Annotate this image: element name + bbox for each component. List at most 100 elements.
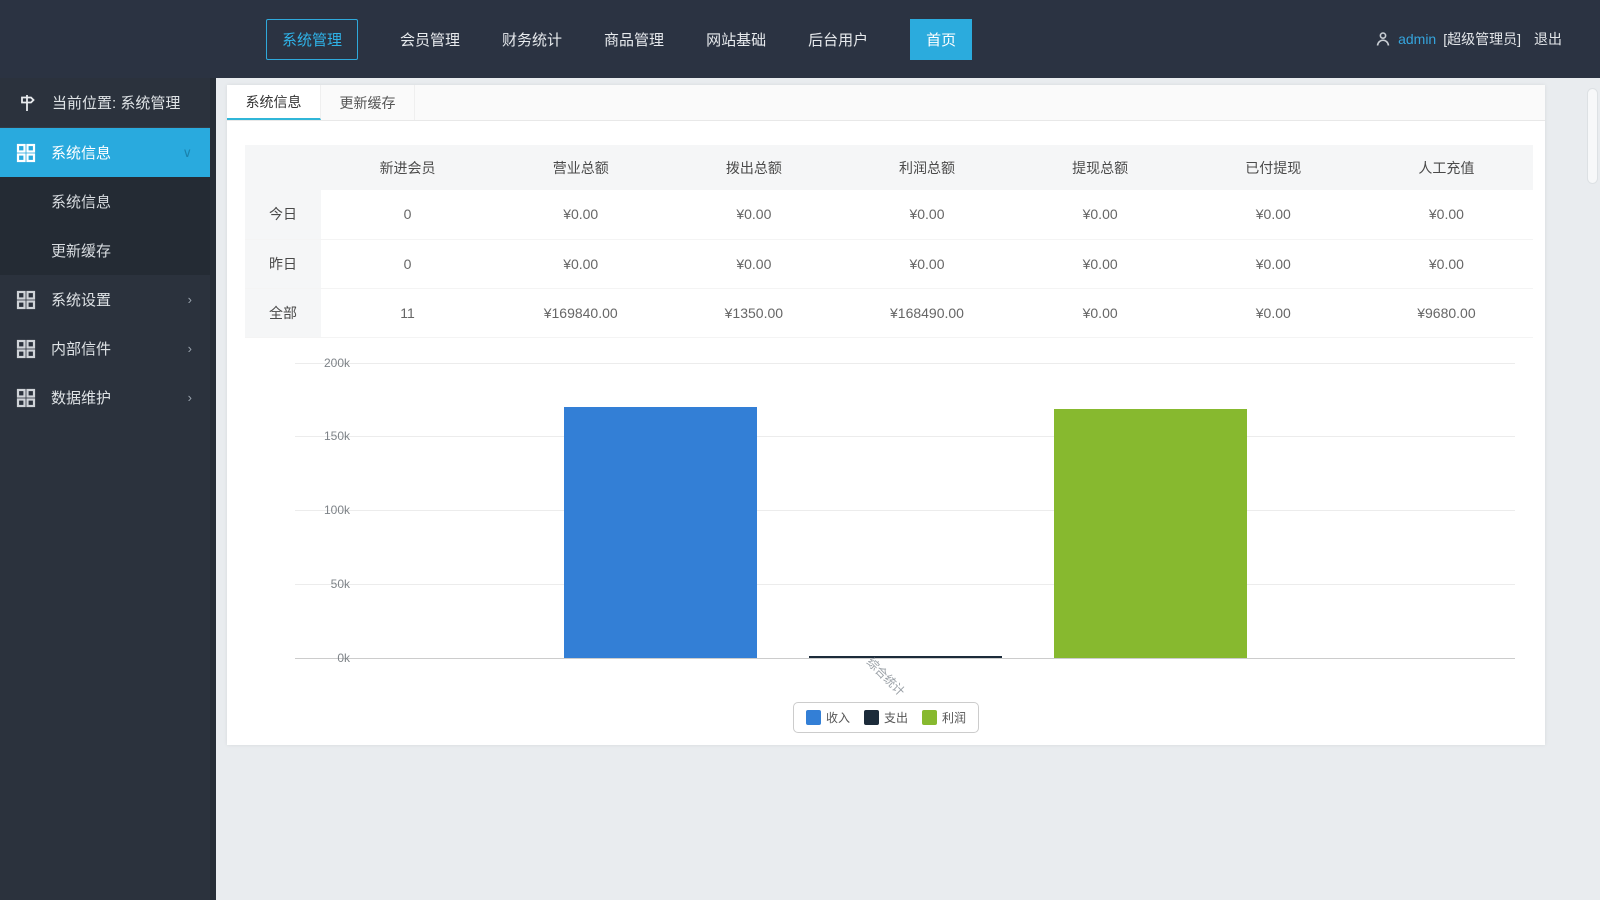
bar-income[interactable] [563,406,757,658]
table-row: 全部 11 ¥169840.00 ¥1350.00 ¥168490.00 ¥0.… [245,288,1533,337]
chart-legend: 收入 支出 利润 [227,701,1545,733]
table-cell: ¥0.00 [1082,206,1118,223]
row-label: 今日 [245,190,321,239]
legend-swatch-expense [863,709,879,725]
nav-item-product-management[interactable]: 商品管理 [604,29,664,50]
sidebar-item-internal-mail[interactable]: 内部信件 › [0,324,210,373]
sidebar-subitem-label: 系统信息 [51,194,112,211]
grid-icon [16,290,36,309]
username[interactable]: admin [1398,31,1437,47]
table-cell: ¥0.00 [563,255,599,272]
table-cell: ¥0.00 [1255,255,1291,272]
table-cell: ¥168490.00 [890,304,964,321]
tab-system-info[interactable]: 系统信息 [227,85,321,120]
legend-label: 收入 [825,710,850,725]
y-tick: 50k [330,576,350,591]
legend-swatch-income [805,709,821,725]
table-cell: 0 [403,255,412,272]
table-cell: 11 [400,304,415,321]
column-header: 拨出总额 [667,145,841,190]
logout-link[interactable]: 退出 [1534,31,1562,47]
table-cell: ¥0.00 [1428,255,1464,272]
signpost-icon [21,94,35,111]
breadcrumb: 当前位置: 系统管理 [0,78,210,128]
column-header: 已付提现 [1186,145,1360,190]
table-cell: ¥169840.00 [543,304,618,321]
table-header-row: 新进会员 营业总额 拨出总额 利润总额 提现总额 已付提现 人工充值 [245,145,1533,190]
nav-item-backend-users[interactable]: 后台用户 [808,29,868,50]
chevron-right-icon: › [187,292,192,307]
top-navbar: 系统管理 会员管理 财务统计 商品管理 网站基础 后台用户 首页 admin [… [0,0,1600,78]
bar-expense[interactable] [808,655,1002,658]
table-cell: ¥0.00 [1082,255,1118,272]
table-cell: ¥0.00 [563,206,599,223]
sidebar-subitem-refresh-cache[interactable]: 更新缓存 [0,226,210,275]
chevron-right-icon: › [187,390,192,405]
sidebar-item-system-info-group[interactable]: 系统信息 ∨ [0,128,210,177]
grid-icon [16,143,36,162]
row-label: 全部 [245,288,321,337]
tab-refresh-cache[interactable]: 更新缓存 [321,85,415,120]
grid-icon [16,339,36,358]
table-cell: ¥0.00 [909,255,945,272]
table-cell: ¥0.00 [909,206,945,223]
y-tick: 100k [323,503,350,517]
column-header: 利润总额 [840,145,1014,190]
x-axis-label-wrap: 综合统计 [227,654,1545,702]
column-header: 新进会员 [321,145,495,190]
table-row: 昨日 0 ¥0.00 ¥0.00 ¥0.00 ¥0.00 ¥0.00 ¥0.00 [245,239,1533,288]
gridline [295,362,1515,364]
home-button[interactable]: 首页 [910,18,973,60]
table-cell: ¥0.00 [1255,304,1291,321]
table-cell: ¥9680.00 [1417,304,1476,321]
sidebar-subitem-label: 更新缓存 [51,243,112,260]
gridline [295,510,1515,511]
sidebar-item-label: 系统信息 [51,145,112,162]
chevron-down-icon: ∨ [182,144,192,160]
tab-bar: 系统信息 更新缓存 [227,85,1545,121]
legend-label: 利润 [942,710,967,725]
sidebar-item-system-settings[interactable]: 系统设置 › [0,275,210,324]
row-label: 昨日 [245,239,321,288]
table-cell: ¥0.00 [1082,304,1118,321]
y-tick: 0k [337,650,350,665]
column-header: 营业总额 [494,145,668,190]
sidebar-item-label: 系统设置 [51,292,112,309]
x-axis-line [295,657,1515,659]
plot-area: 200k 150k 100k 50k 0k [295,356,1515,665]
table-cell: ¥0.00 [1255,206,1291,223]
nav-item-member-management[interactable]: 会员管理 [400,29,460,50]
summary-bar-chart: 200k 150k 100k 50k 0k 综合统计 收入 [227,350,1545,733]
main-content: 系统信息 更新缓存 新进会员 营业总额 拨出总额 利润总额 提现总额 已付提现 … [222,78,1600,900]
breadcrumb-label: 当前位置: 系统管理 [52,95,181,112]
table-cell: ¥0.00 [736,206,772,223]
table-cell: ¥0.00 [736,255,772,272]
column-header: 人工充值 [1359,145,1533,190]
sidebar: 当前位置: 系统管理 系统信息 ∨ 系统信息 更新缓存 系统设置 › 内部信件 … [0,78,216,900]
sidebar-item-data-maintenance[interactable]: 数据维护 › [0,373,210,422]
legend-item-expense[interactable]: 支出 [863,709,908,726]
legend-item-profit[interactable]: 利润 [922,709,966,726]
table-cell: 0 [403,206,412,223]
scrollbar-thumb[interactable] [1587,88,1598,184]
system-info-submenu: 系统信息 更新缓存 [0,177,210,275]
legend-item-income[interactable]: 收入 [805,709,850,726]
nav-menu: 系统管理 会员管理 财务统计 商品管理 网站基础 后台用户 首页 [0,18,973,60]
user-icon [1376,32,1390,46]
sidebar-item-label: 数据维护 [51,390,112,407]
nav-item-finance-stats[interactable]: 财务统计 [502,29,562,50]
vertical-scrollbar [1585,78,1600,900]
legend-box: 收入 支出 利润 [792,701,980,733]
content-card: 系统信息 更新缓存 新进会员 营业总额 拨出总额 利润总额 提现总额 已付提现 … [227,85,1545,745]
stats-table: 新进会员 营业总额 拨出总额 利润总额 提现总额 已付提现 人工充值 今日 0 … [245,145,1533,338]
table-row: 今日 0 ¥0.00 ¥0.00 ¥0.00 ¥0.00 ¥0.00 ¥0.00 [245,190,1533,239]
sidebar-subitem-system-info[interactable]: 系统信息 [0,177,210,226]
nav-item-system-management[interactable]: 系统管理 [266,18,359,60]
bar-group [295,406,1515,658]
table-cell: ¥1350.00 [724,304,784,321]
gridline [295,436,1515,438]
table-cell: ¥0.00 [1428,206,1464,223]
user-area: admin [超级管理员] 退出 [1375,0,1562,78]
bar-profit[interactable] [1053,408,1247,658]
nav-item-site-basics[interactable]: 网站基础 [706,29,766,50]
